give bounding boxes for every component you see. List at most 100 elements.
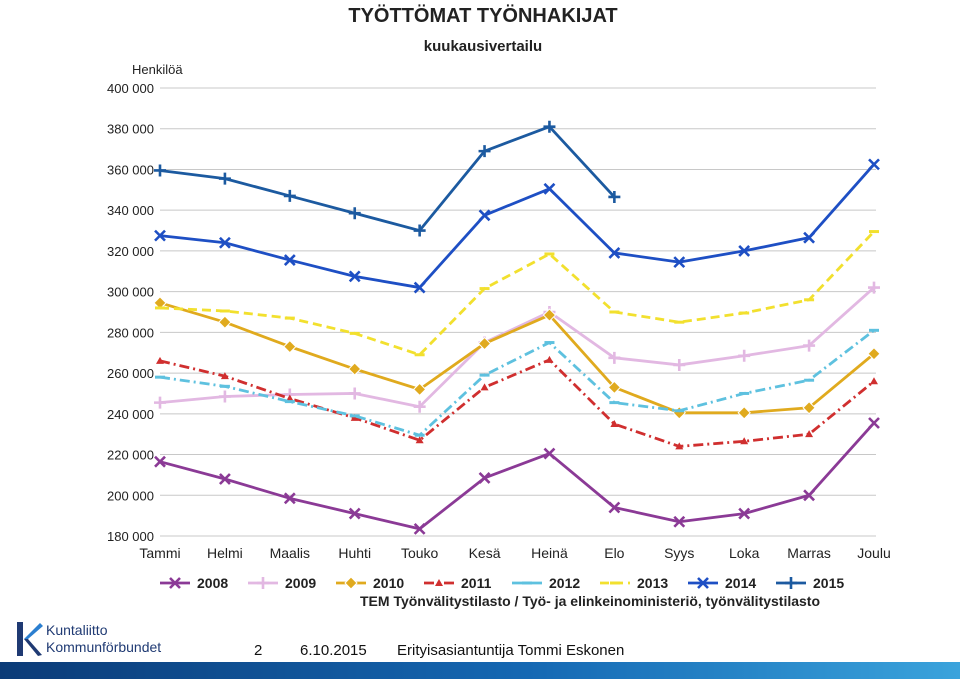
series-line	[159, 163, 876, 289]
legend-label: 2014	[725, 575, 756, 591]
data-point	[156, 356, 164, 364]
data-point	[542, 308, 557, 322]
series-2015	[154, 120, 621, 237]
series-line	[159, 301, 875, 415]
y-tick-label: 180 000	[107, 529, 154, 544]
data-point	[803, 489, 816, 502]
plot-area	[153, 120, 881, 535]
data-point	[283, 492, 296, 505]
legend-item-2011: 2011	[424, 575, 492, 591]
y-axis-ticks: 180 000 200 000 220 000 240 000 260 000 280 0…	[107, 81, 154, 544]
data-point	[154, 455, 166, 468]
data-point	[608, 247, 621, 259]
legend-item-2008: 2008	[160, 575, 228, 591]
x-tick-label: Kesä	[469, 545, 501, 561]
data-point	[867, 347, 881, 361]
logo-k-icon	[17, 622, 43, 656]
legend-marker	[785, 577, 797, 589]
data-point	[543, 182, 556, 195]
data-point	[283, 339, 297, 354]
data-point	[607, 380, 622, 395]
gridlines	[160, 87, 876, 537]
legend-label: 2011	[461, 575, 492, 591]
data-point	[348, 507, 361, 520]
y-tick-label: 300 000	[107, 285, 154, 300]
data-point	[738, 244, 751, 257]
chart-subtitle: kuukausivertailu	[424, 38, 542, 55]
legend-marker	[169, 577, 181, 589]
logo-text-line2: Kommunförbundet	[46, 639, 162, 655]
data-point	[412, 382, 427, 397]
data-point	[543, 447, 556, 460]
data-point	[803, 339, 816, 352]
x-tick-label: Marras	[787, 545, 831, 561]
legend-item-2014: 2014	[688, 575, 756, 591]
data-point	[348, 362, 362, 376]
data-point	[805, 430, 814, 438]
data-point	[675, 442, 684, 450]
x-tick-label: Tammi	[139, 545, 180, 561]
data-point	[478, 209, 491, 222]
data-point	[738, 349, 751, 362]
x-axis-ticks: Tammi Helmi Maalis Huhti Touko Kesä Heinä Elo Sy…	[139, 545, 890, 561]
data-point	[673, 515, 686, 528]
y-tick-label: 220 000	[107, 448, 154, 463]
data-point	[154, 164, 166, 177]
data-point	[868, 158, 880, 171]
data-point	[737, 406, 751, 420]
data-point	[348, 207, 361, 220]
data-point	[608, 501, 621, 514]
series-line	[159, 422, 876, 531]
data-point	[545, 355, 554, 363]
legend-item-2013: 2013	[600, 575, 668, 591]
footer-band	[0, 662, 960, 679]
legend-marker	[435, 579, 443, 586]
logo-text-line1: Kuntaliitto	[46, 622, 108, 638]
x-tick-label: Heinä	[531, 545, 568, 561]
data-point	[803, 231, 816, 244]
series-2013	[155, 230, 879, 357]
series-2008	[154, 417, 880, 535]
data-point	[350, 413, 359, 421]
presentation-date: 6.10.2015	[300, 642, 367, 659]
data-point	[740, 437, 749, 445]
y-tick-label: 260 000	[107, 366, 154, 381]
data-point	[218, 172, 231, 185]
series-2011	[156, 355, 878, 450]
data-point	[220, 372, 229, 380]
series-line	[159, 230, 876, 357]
legend-label: 2009	[285, 575, 316, 591]
y-tick-label: 320 000	[107, 244, 154, 259]
legend-label: 2013	[637, 575, 668, 591]
page-number: 2	[254, 642, 263, 659]
y-tick-label: 360 000	[107, 162, 154, 177]
x-tick-label: Touko	[401, 545, 439, 561]
legend-label: 2010	[373, 575, 404, 591]
series-line	[159, 286, 875, 409]
legend-label: 2008	[197, 575, 228, 591]
data-point	[413, 224, 426, 237]
data-point	[413, 400, 426, 413]
legend-marker	[344, 576, 358, 590]
data-point	[218, 390, 231, 403]
data-point	[154, 396, 166, 409]
x-tick-label: Maalis	[270, 545, 310, 561]
x-tick-label: Huhti	[338, 545, 371, 561]
y-tick-label: 380 000	[107, 122, 154, 137]
line-chart: TYÖTTÖMAT TYÖNHAKIJAT kuukausivertailu H…	[107, 4, 891, 609]
data-point	[477, 336, 492, 351]
legend-item-2012: 2012	[512, 575, 580, 591]
y-axis-label: Henkilöä	[132, 62, 183, 77]
y-tick-label: 400 000	[107, 81, 154, 96]
data-point	[218, 236, 231, 249]
data-point	[480, 383, 489, 391]
legend-label: 2015	[813, 575, 844, 591]
data-point	[413, 281, 426, 294]
data-point	[478, 472, 491, 484]
data-point	[348, 270, 361, 283]
chart-title: TYÖTTÖMAT TYÖNHAKIJAT	[348, 4, 617, 27]
data-point	[154, 229, 166, 242]
legend-item-2010: 2010	[336, 575, 404, 591]
data-point	[868, 417, 880, 429]
series-2012	[155, 328, 879, 437]
